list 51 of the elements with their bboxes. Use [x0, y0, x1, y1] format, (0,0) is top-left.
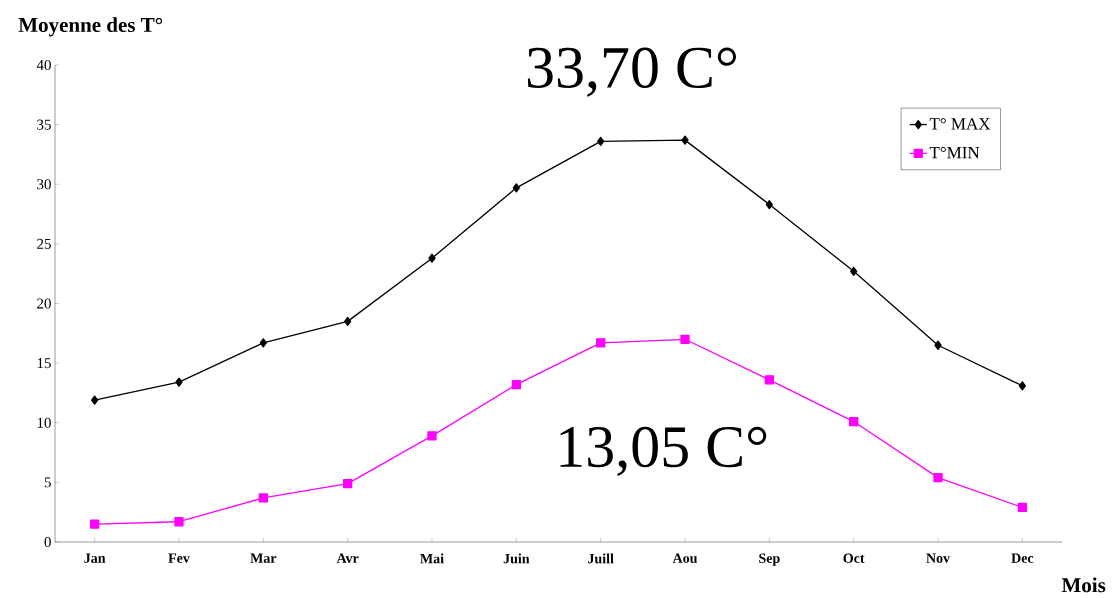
point: [428, 253, 436, 263]
x-tick-label: Juin: [503, 553, 530, 564]
point: [681, 135, 689, 145]
point: [597, 136, 605, 146]
x-tick-label: Dec: [1011, 553, 1034, 563]
point: [344, 316, 352, 327]
annotation: 33,70 C°: [527, 47, 737, 97]
y-tick-label: 0: [44, 536, 51, 548]
x-tick-label: Jan: [84, 553, 106, 563]
x-tick-label: Fev: [168, 553, 190, 563]
point: [175, 377, 183, 387]
x-tick-label: Sep: [759, 553, 780, 566]
point: [89, 519, 100, 529]
x-tick-label: Juill: [588, 553, 614, 564]
point: [258, 493, 268, 503]
x-axis-title: Mois: [1061, 577, 1106, 593]
point: [680, 334, 690, 344]
y-tick-label: 5: [44, 477, 51, 488]
point: [849, 416, 859, 427]
point: [765, 199, 773, 210]
point: [343, 478, 353, 489]
point: [90, 395, 99, 405]
x-tick-label: Oct: [843, 553, 865, 563]
point: [850, 266, 858, 276]
point: [427, 431, 437, 441]
legend-label: T° MAX: [929, 118, 991, 130]
point: [512, 183, 520, 193]
y-tick-label: 30: [37, 179, 51, 190]
point: [596, 338, 606, 348]
point: [1018, 381, 1027, 391]
y-axis-title: Moyenne des T°: [18, 17, 163, 37]
point: [764, 375, 774, 385]
point: [174, 517, 184, 527]
x-tick-label: Nov: [926, 553, 951, 563]
point: [934, 340, 942, 350]
annotation: 13,05 C°: [560, 426, 767, 476]
point: [1017, 502, 1028, 513]
y-tick-label: 20: [37, 298, 51, 309]
y-tick-label: 15: [37, 358, 51, 369]
y-tick-label: 40: [36, 59, 51, 71]
y-tick-label: 10: [37, 417, 51, 428]
x-tick-label: Mai: [420, 553, 444, 564]
point: [933, 472, 943, 483]
y-tick-label: 25: [37, 238, 51, 249]
y-tick-label: 35: [37, 119, 51, 130]
legend-label: T°MIN: [929, 146, 980, 159]
point: [259, 338, 267, 348]
x-tick-label: Mar: [250, 553, 277, 563]
x-tick-label: Aou: [672, 553, 698, 563]
point: [511, 379, 521, 390]
x-tick-label: Avr: [336, 553, 359, 563]
